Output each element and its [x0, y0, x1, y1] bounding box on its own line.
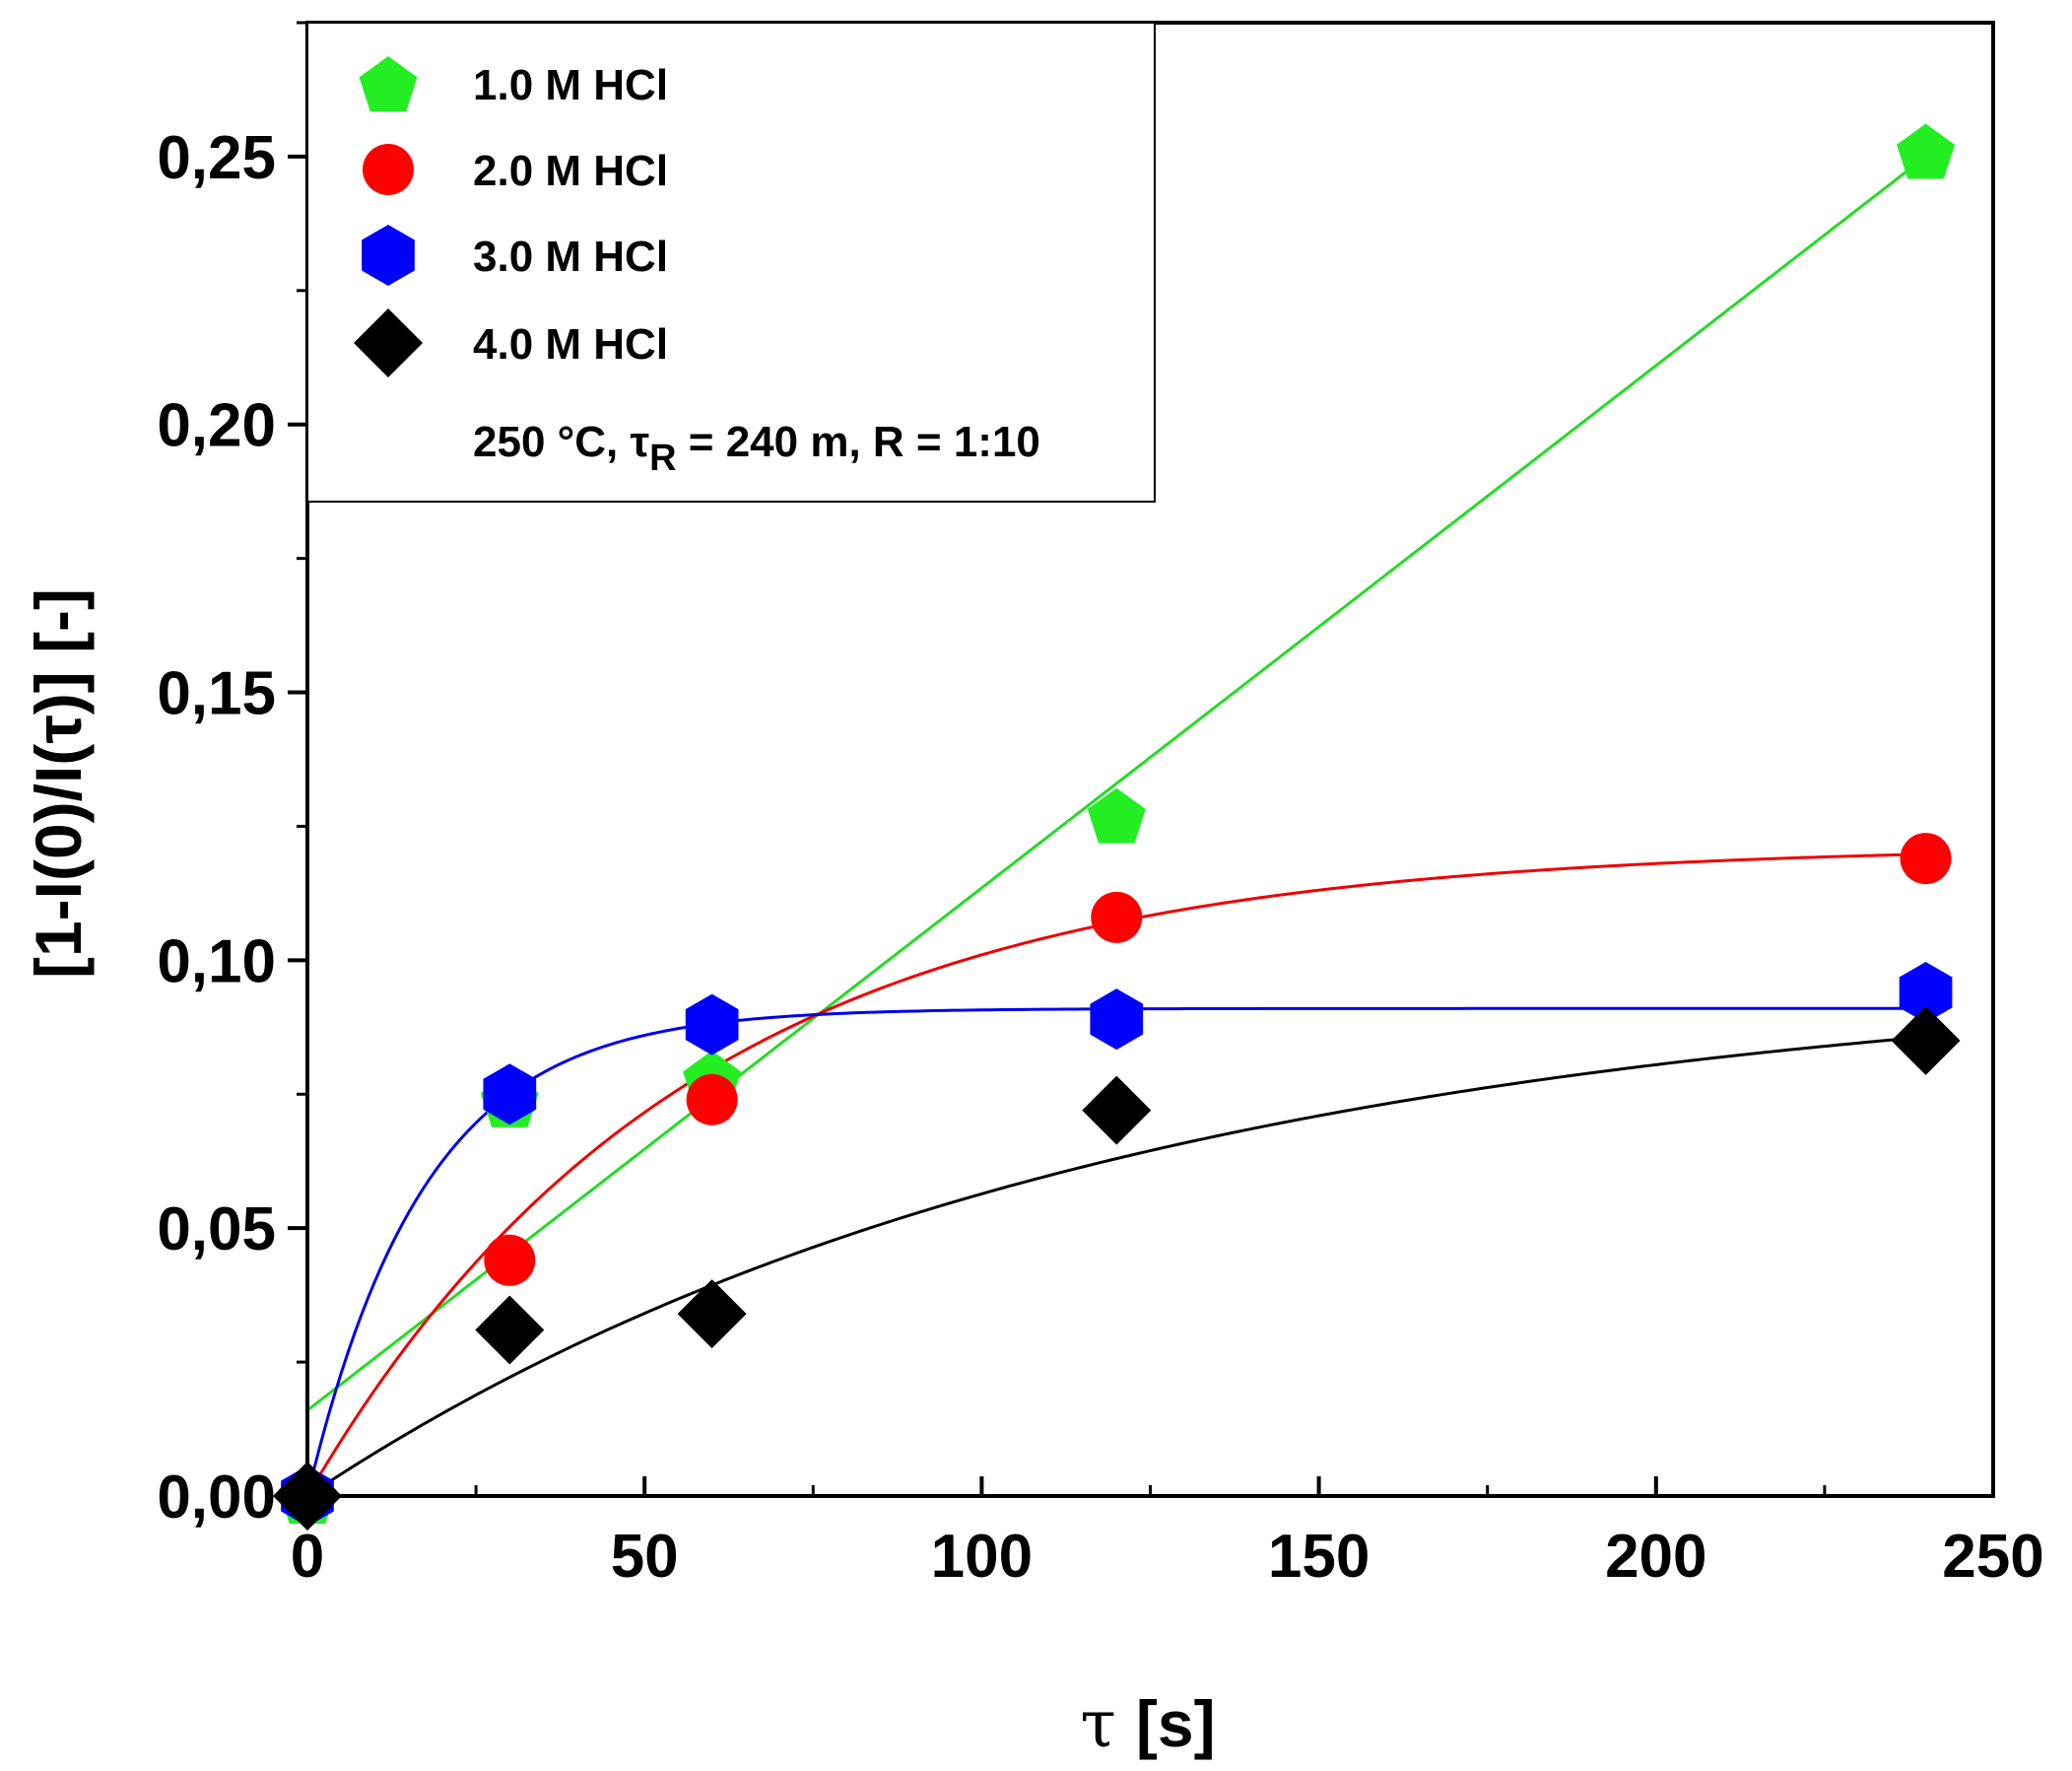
legend: 1.0 M HCl 2.0 M HCl 3.0 M HCl 4.0 M HCl … [306, 22, 1156, 503]
y-tick-label: 0,10 [157, 927, 276, 995]
legend-marker-4 [354, 308, 423, 377]
fit-line-series-1 [306, 155, 1927, 1412]
data-point-series-4 [475, 1295, 545, 1365]
y-axis-title: [1-I(0)/I(τ)] [-] [22, 588, 95, 979]
data-point-series-4 [1891, 1005, 1961, 1075]
data-point-series-2 [686, 1073, 738, 1125]
data-point-series-2 [1091, 891, 1143, 943]
data-point-series-3 [1899, 961, 1953, 1023]
x-axis: 0 50 100 150 200 250 [291, 1476, 2044, 1591]
x-axis-title: τ [s] [1080, 1686, 1215, 1762]
x-tick-label: 250 [1942, 1523, 2043, 1591]
legend-marker-3 [362, 225, 415, 286]
x-axis-title-unit: [s] [1136, 1687, 1216, 1760]
y-tick-label: 0,00 [157, 1464, 276, 1532]
x-tick-label: 200 [1605, 1523, 1706, 1591]
y-tick-label: 0,25 [157, 124, 276, 192]
x-tick-label: 0 [291, 1523, 324, 1591]
legend-label-1: 1.0 M HCl [473, 61, 668, 109]
data-point-series-2 [1900, 833, 1952, 885]
data-point-series-3 [483, 1063, 537, 1125]
legend-markers [354, 56, 423, 377]
legend-box [306, 22, 1156, 503]
x-tick-label: 50 [611, 1523, 679, 1591]
data-point-series-1 [1897, 123, 1956, 179]
annotation-subscript: R [649, 438, 676, 479]
legend-marker-2 [363, 144, 414, 195]
legend-label-2: 2.0 M HCl [473, 147, 668, 195]
data-point-series-3 [1090, 988, 1144, 1051]
data-point-series-4 [677, 1279, 747, 1349]
y-tick-label: 0,20 [157, 392, 276, 460]
fit-line-series-4 [306, 1035, 1926, 1498]
data-point-series-3 [685, 993, 739, 1056]
y-tick-label: 0,05 [157, 1195, 276, 1263]
data-point-series-4 [1082, 1075, 1152, 1145]
annotation-suffix: = 240 m, R = 1:10 [677, 418, 1040, 466]
x-tick-label: 100 [931, 1523, 1033, 1591]
legend-marker-1 [359, 56, 418, 112]
y-axis: 0,00 0,05 0,10 0,15 0,20 0,25 [157, 21, 307, 1532]
annotation-prefix: 250 °C, τ [473, 418, 649, 466]
legend-label-3: 3.0 M HCl [473, 233, 668, 281]
data-point-series-2 [484, 1234, 536, 1286]
legend-label-4: 4.0 M HCl [473, 320, 668, 369]
x-tick-label: 150 [1268, 1523, 1370, 1591]
conditions-annotation: 250 °C, τR = 240 m, R = 1:10 [473, 418, 1040, 479]
fit-line-series-2 [305, 852, 1926, 1497]
data-point-series-1 [1087, 787, 1146, 844]
y-tick-label: 0,15 [157, 660, 276, 728]
x-axis-title-symbol: τ [1080, 1686, 1116, 1762]
